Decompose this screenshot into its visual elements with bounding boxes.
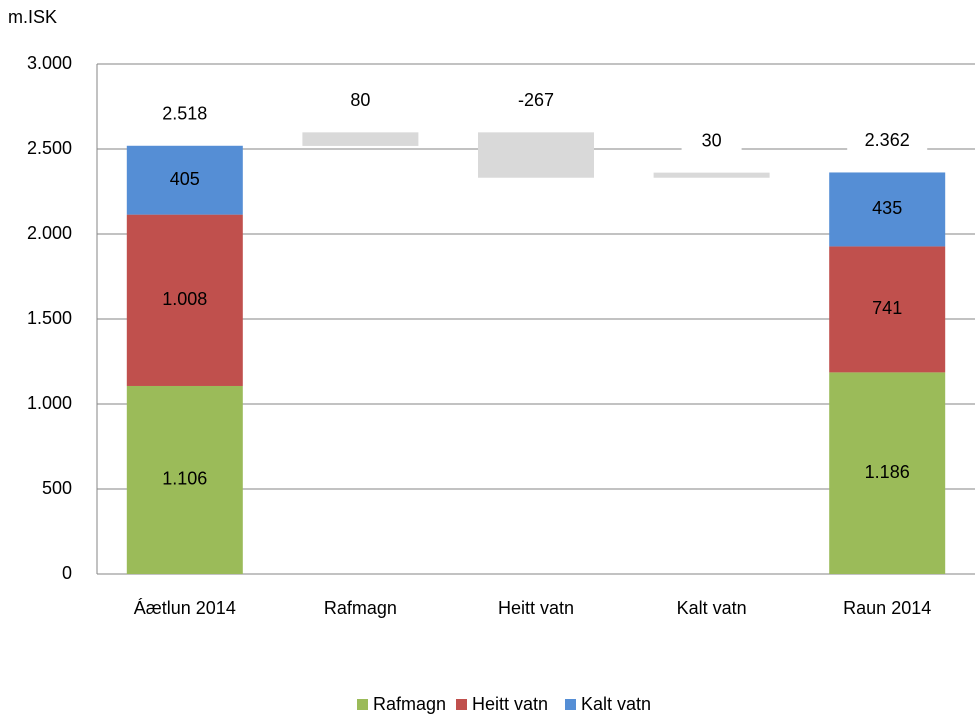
y-tick-label: 1.000 <box>27 393 72 413</box>
change-bar <box>302 132 419 146</box>
change-label: 80 <box>350 90 370 110</box>
change-bar <box>653 172 770 178</box>
change-label-bg <box>681 128 742 155</box>
segment-label: 741 <box>872 298 902 318</box>
segment-label: 435 <box>872 198 902 218</box>
segment-label: 1.008 <box>162 289 207 309</box>
segment-label: 1.106 <box>162 469 207 489</box>
x-tick-label: Raun 2014 <box>843 598 931 618</box>
bar-segment <box>829 172 946 247</box>
legend-label: Rafmagn <box>373 694 446 714</box>
x-tick-label: Áætlun 2014 <box>134 598 236 618</box>
legend-swatch <box>357 699 368 710</box>
total-label: 2.518 <box>162 104 207 124</box>
legend-swatch <box>565 699 576 710</box>
total-label: 2.362 <box>865 130 910 150</box>
segment-label: 405 <box>170 169 200 189</box>
x-tick-label: Heitt vatn <box>498 598 574 618</box>
bar-segment <box>126 214 243 386</box>
x-tick-label: Rafmagn <box>324 598 397 618</box>
bar-segment <box>126 145 243 215</box>
total-label-bg <box>847 128 928 155</box>
change-label-bg <box>330 88 391 115</box>
change-bar <box>478 132 594 178</box>
y-tick-label: 2.000 <box>27 223 72 243</box>
bar-segment <box>126 385 243 574</box>
change-label: -267 <box>518 90 554 110</box>
change-label-bg <box>506 88 566 115</box>
total-label-bg <box>144 101 225 128</box>
x-tick-label: Kalt vatn <box>677 598 747 618</box>
bar-segment <box>829 372 946 574</box>
y-axis-unit: m.ISK <box>8 7 57 27</box>
change-label: 30 <box>702 130 722 150</box>
y-tick-label: 3.000 <box>27 53 72 73</box>
y-tick-label: 0 <box>62 563 72 583</box>
y-tick-label: 500 <box>42 478 72 498</box>
y-tick-label: 2.500 <box>27 138 72 158</box>
bar-segment <box>829 246 946 373</box>
y-tick-label: 1.500 <box>27 308 72 328</box>
legend-swatch <box>456 699 467 710</box>
legend-label: Heitt vatn <box>472 694 548 714</box>
legend-label: Kalt vatn <box>581 694 651 714</box>
segment-label: 1.186 <box>865 462 910 482</box>
